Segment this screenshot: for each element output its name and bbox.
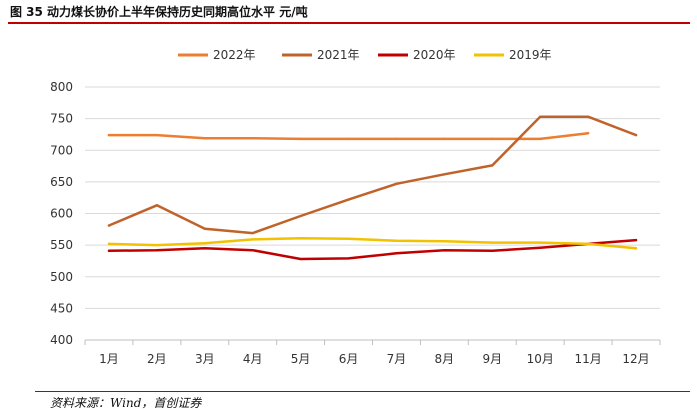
data-point [395,239,398,242]
data-point [395,137,398,141]
data-point [203,137,206,140]
legend-label: 2021年 [317,48,360,62]
data-point [586,115,590,118]
source-divider [35,391,690,392]
chart-title: 图 35 动力煤长协价上半年保持历史同期高位水平 元/吨 [10,5,308,19]
data-point [107,249,111,253]
legend-label: 2022年 [213,48,256,62]
y-tick-label: 600 [50,207,73,221]
data-point [251,137,254,140]
data-point [203,227,206,230]
data-point [299,236,302,240]
data-point [299,137,302,141]
y-tick-label: 750 [50,112,73,126]
data-point [251,248,254,252]
series-line-2021年 [107,115,638,235]
data-point [155,248,159,252]
x-tick-label: 5月 [291,352,311,366]
data-point [347,198,350,201]
data-point [491,137,494,141]
data-point [586,131,590,135]
data-point [347,237,350,240]
y-tick-label: 500 [50,270,73,284]
data-point [155,243,159,247]
legend-label: 2019年 [509,48,552,62]
data-point [107,242,111,246]
series-line-2019年 [107,236,638,250]
data-point [107,133,111,137]
data-point [251,238,254,241]
data-point [347,137,350,141]
data-point [586,242,590,246]
x-tick-label: 7月 [387,352,407,366]
data-point [443,137,446,141]
x-tick-label: 12月 [622,352,649,366]
data-point [251,231,254,235]
y-tick-label: 700 [50,143,73,157]
data-point [491,249,494,253]
data-point [299,257,302,261]
x-tick-label: 1月 [99,352,119,366]
legend-label: 2020年 [413,48,456,62]
x-tick-label: 4月 [243,352,263,366]
data-point [539,241,542,244]
data-point [155,204,159,207]
data-point [443,240,446,243]
data-point [491,164,494,167]
data-point [443,248,446,252]
title-divider [8,22,690,24]
data-point [395,182,398,185]
y-tick-label: 400 [50,333,73,347]
data-point [347,257,350,260]
data-point [299,214,302,218]
data-point [539,246,542,249]
data-point [203,247,206,250]
data-point [107,224,111,227]
data-point [539,137,542,141]
source-note: 资料来源：Wind，首创证券 [50,396,202,410]
x-tick-label: 2月 [147,352,167,366]
y-tick-label: 800 [50,80,73,94]
x-tick-label: 3月 [195,352,215,366]
data-point [634,238,638,242]
x-tick-label: 8月 [435,352,455,366]
series-line-2020年 [107,238,638,261]
data-point [443,173,446,176]
data-point [203,242,206,245]
x-tick-label: 6月 [339,352,359,366]
data-point [539,115,542,118]
y-tick-label: 550 [50,238,73,252]
y-tick-label: 450 [50,301,73,315]
y-tick-label: 650 [50,175,73,189]
x-tick-label: 11月 [574,352,601,366]
data-point [491,241,494,244]
data-point [155,133,159,137]
x-tick-label: 9月 [482,352,502,366]
data-point [395,252,398,255]
data-point [634,247,638,250]
data-point [634,133,638,137]
x-tick-label: 10月 [527,352,554,366]
